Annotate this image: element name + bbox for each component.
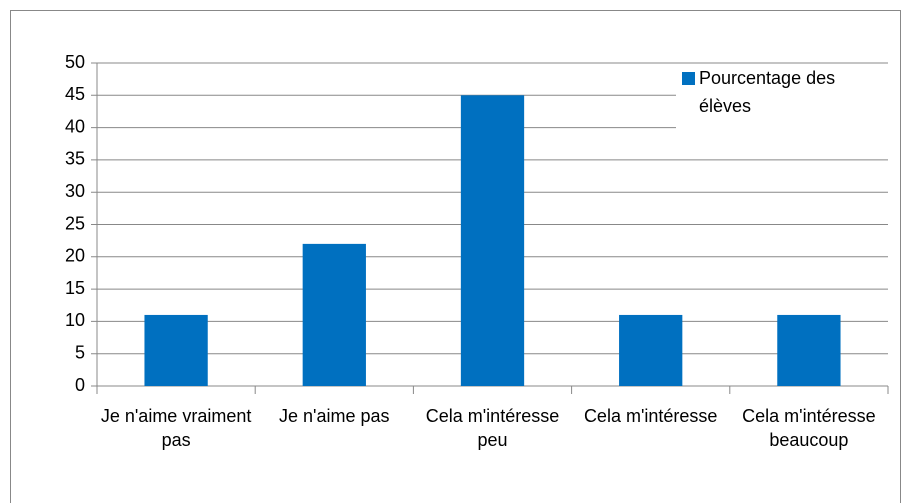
x-tick-label: Cela m'intéresse peu [425,406,560,450]
y-tick-label: 5 [75,342,85,362]
x-tick-label: Je n'aime vraiment pas [100,406,252,450]
bar [302,243,366,386]
y-tick-label: 40 [65,116,85,136]
legend-swatch [682,72,695,85]
y-tick-label: 15 [65,278,85,298]
x-tick-label: Je n'aime pas [279,406,390,426]
y-tick-label: 25 [65,213,85,233]
legend: Pourcentage des élèves [676,64,892,148]
legend-label: Pourcentage des élèves [699,68,836,116]
y-tick-label: 35 [65,149,85,169]
y-tick-label: 0 [75,375,85,395]
y-tick-label: 10 [65,310,85,330]
x-tick-label: Cela m'intéresse [583,406,718,426]
x-tick-label: Cela m'intéresse beaucoup [742,406,876,450]
bar [777,314,841,386]
chart-frame [10,10,901,503]
bar [460,95,525,387]
y-tick-label: 50 [65,52,85,72]
bar [144,314,208,386]
y-tick-label: 20 [65,246,85,266]
y-tick-label: 30 [65,181,85,201]
y-tick-label: 45 [65,84,85,104]
bar [619,314,683,386]
